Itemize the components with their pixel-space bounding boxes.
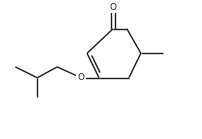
Text: O: O	[109, 3, 117, 12]
Text: O: O	[78, 73, 85, 82]
